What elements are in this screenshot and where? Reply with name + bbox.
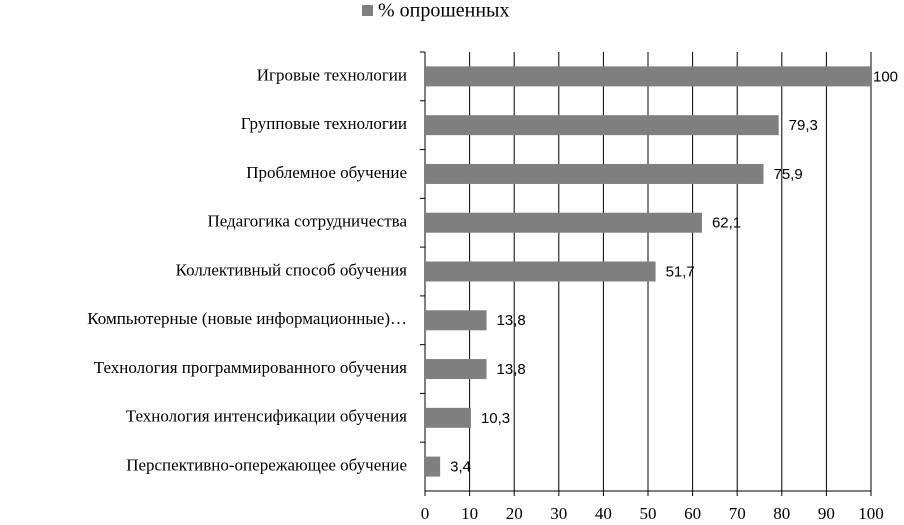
bar [425, 407, 471, 428]
value-label: 100 [873, 68, 898, 85]
bar [425, 66, 871, 87]
value-label: 79,3 [789, 117, 818, 134]
bar [425, 310, 487, 331]
y-tick-label: Игровые технологии [257, 65, 407, 84]
value-label: 13,8 [497, 312, 526, 329]
y-tick-label: Проблемное обучение [246, 163, 407, 182]
y-tick-label: Перспективно-опережающее обучение [126, 456, 407, 475]
x-tick-label: 10 [461, 504, 478, 523]
x-tick-label: 50 [640, 504, 657, 523]
value-label: 75,9 [774, 166, 803, 183]
x-tick-label: 90 [818, 504, 835, 523]
y-tick-label: Педагогика сотрудничества [207, 212, 407, 231]
y-tick-label: Технология программированного обучения [94, 358, 407, 377]
x-tick-label: 80 [773, 504, 790, 523]
value-label: 13,8 [497, 361, 526, 378]
x-tick-label: 30 [550, 504, 567, 523]
y-tick-label: Компьютерные (новые информационные)… [87, 309, 407, 328]
bar [425, 163, 764, 184]
x-tick-label: 20 [506, 504, 523, 523]
bar [425, 115, 779, 136]
value-label: 62,1 [712, 215, 741, 232]
value-label: 51,7 [666, 263, 695, 280]
y-tick-label: Технология интенсификации обучения [126, 407, 407, 426]
value-label: 3,4 [450, 459, 471, 476]
legend-swatch [362, 5, 373, 16]
bar [425, 261, 656, 282]
x-tick-label: 0 [421, 504, 430, 523]
y-tick-label: Групповые технологии [241, 114, 407, 133]
bar [425, 456, 441, 477]
x-tick-label: 40 [595, 504, 612, 523]
bar [425, 359, 487, 380]
x-tick-label: 70 [729, 504, 746, 523]
x-tick-label: 100 [858, 504, 884, 523]
legend-label: % опрошенных [378, 0, 509, 22]
y-tick-label: Коллективный способ обучения [176, 260, 408, 279]
bar [425, 212, 702, 233]
value-label: 10,3 [481, 410, 510, 427]
x-tick-label: 60 [684, 504, 701, 523]
